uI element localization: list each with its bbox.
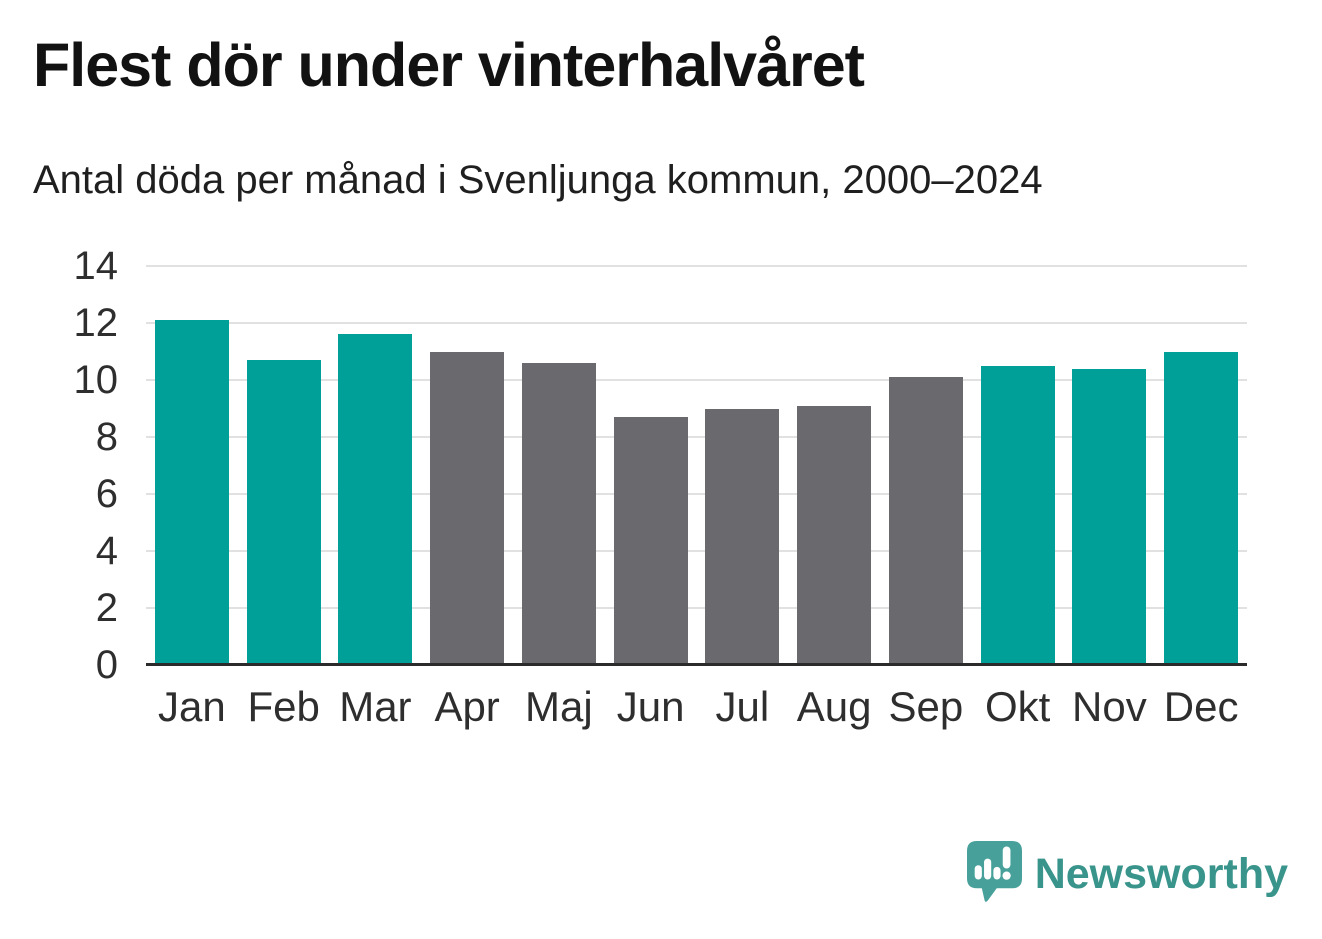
x-tick-label-apr: Apr bbox=[434, 683, 500, 730]
gridline-12 bbox=[146, 322, 1247, 324]
x-tick-label-aug: Aug bbox=[796, 683, 872, 730]
y-tick-label-6: 6 bbox=[95, 472, 118, 516]
bar-slot-apr bbox=[421, 266, 513, 665]
gridline-8 bbox=[146, 436, 1247, 438]
bar-slot-jul bbox=[697, 266, 789, 665]
newsworthy-logo[interactable]: Newsworthy bbox=[966, 841, 1288, 907]
gridline-2 bbox=[146, 607, 1247, 609]
bar-jul bbox=[705, 408, 780, 665]
x-tick-label-jun: Jun bbox=[616, 683, 685, 730]
x-tick-label-maj: Maj bbox=[525, 683, 593, 730]
x-axis-line bbox=[146, 663, 1247, 666]
logo-bar-2 bbox=[983, 858, 991, 880]
bar-sep bbox=[888, 377, 963, 665]
chart-subtitle: Antal döda per månad i Svenljunga kommun… bbox=[33, 158, 1043, 202]
x-tick-label-dec: Dec bbox=[1163, 683, 1239, 730]
logo-bar-1 bbox=[974, 865, 982, 880]
x-tick-label-nov: Nov bbox=[1072, 683, 1147, 730]
bar-maj bbox=[521, 362, 596, 665]
bar-apr bbox=[430, 351, 505, 665]
gridline-4 bbox=[146, 550, 1247, 552]
y-tick-label-4: 4 bbox=[95, 529, 118, 573]
bar-okt bbox=[980, 365, 1055, 665]
bar-slot-aug bbox=[788, 266, 880, 665]
x-tick-label-mar: Mar bbox=[339, 683, 412, 730]
chart-title: Flest dör under vinterhalvåret bbox=[33, 31, 865, 99]
newsworthy-wordmark: Newsworthy bbox=[1034, 849, 1288, 898]
x-tick-label-jan: Jan bbox=[158, 683, 226, 730]
logo-exclamation-bar bbox=[1002, 846, 1011, 869]
x-tick-label-jul: Jul bbox=[715, 683, 770, 730]
bar-slot-okt bbox=[972, 266, 1064, 665]
bar-dec bbox=[1164, 351, 1239, 665]
bar-mar bbox=[338, 334, 413, 665]
bar-aug bbox=[797, 405, 872, 665]
bar-jan bbox=[154, 320, 229, 665]
bar-slot-mar bbox=[330, 266, 422, 665]
bar-feb bbox=[246, 360, 321, 665]
gridline-14 bbox=[146, 265, 1247, 267]
bar-jun bbox=[613, 417, 688, 665]
bar-slot-jan bbox=[146, 266, 238, 665]
y-axis-labels: 0 2 4 6 8 10 12 14 bbox=[0, 246, 119, 685]
y-tick-label-2: 2 bbox=[95, 586, 118, 630]
y-tick-label-12: 12 bbox=[73, 301, 119, 345]
x-tick-label-okt: Okt bbox=[984, 683, 1051, 730]
bar-slot-sep bbox=[880, 266, 972, 665]
bar-nov bbox=[1072, 368, 1147, 665]
bar-slot-maj bbox=[513, 266, 605, 665]
plot-area bbox=[146, 265, 1247, 666]
y-tick-label-10: 10 bbox=[73, 358, 119, 402]
bar-slot-feb bbox=[238, 266, 330, 665]
bar-slot-jun bbox=[605, 266, 697, 665]
x-axis-labels: Jan Feb Mar Apr Maj Jun Jul Aug Sep Okt Nov Dec bbox=[146, 683, 1247, 731]
y-tick-label-14: 14 bbox=[73, 244, 119, 288]
logo-exclamation-dot bbox=[1002, 871, 1011, 880]
bar-slot-nov bbox=[1064, 266, 1156, 665]
newsworthy-icon bbox=[966, 841, 1022, 902]
y-tick-label-0: 0 bbox=[95, 643, 118, 687]
x-tick-label-feb: Feb bbox=[247, 683, 320, 730]
gridline-10 bbox=[146, 379, 1247, 381]
bar-slot-dec bbox=[1155, 266, 1247, 665]
gridline-6 bbox=[146, 493, 1247, 495]
bar-series bbox=[146, 266, 1247, 665]
x-tick-label-sep: Sep bbox=[888, 683, 964, 730]
y-tick-label-8: 8 bbox=[95, 415, 118, 459]
logo-bar-3 bbox=[993, 866, 1001, 880]
